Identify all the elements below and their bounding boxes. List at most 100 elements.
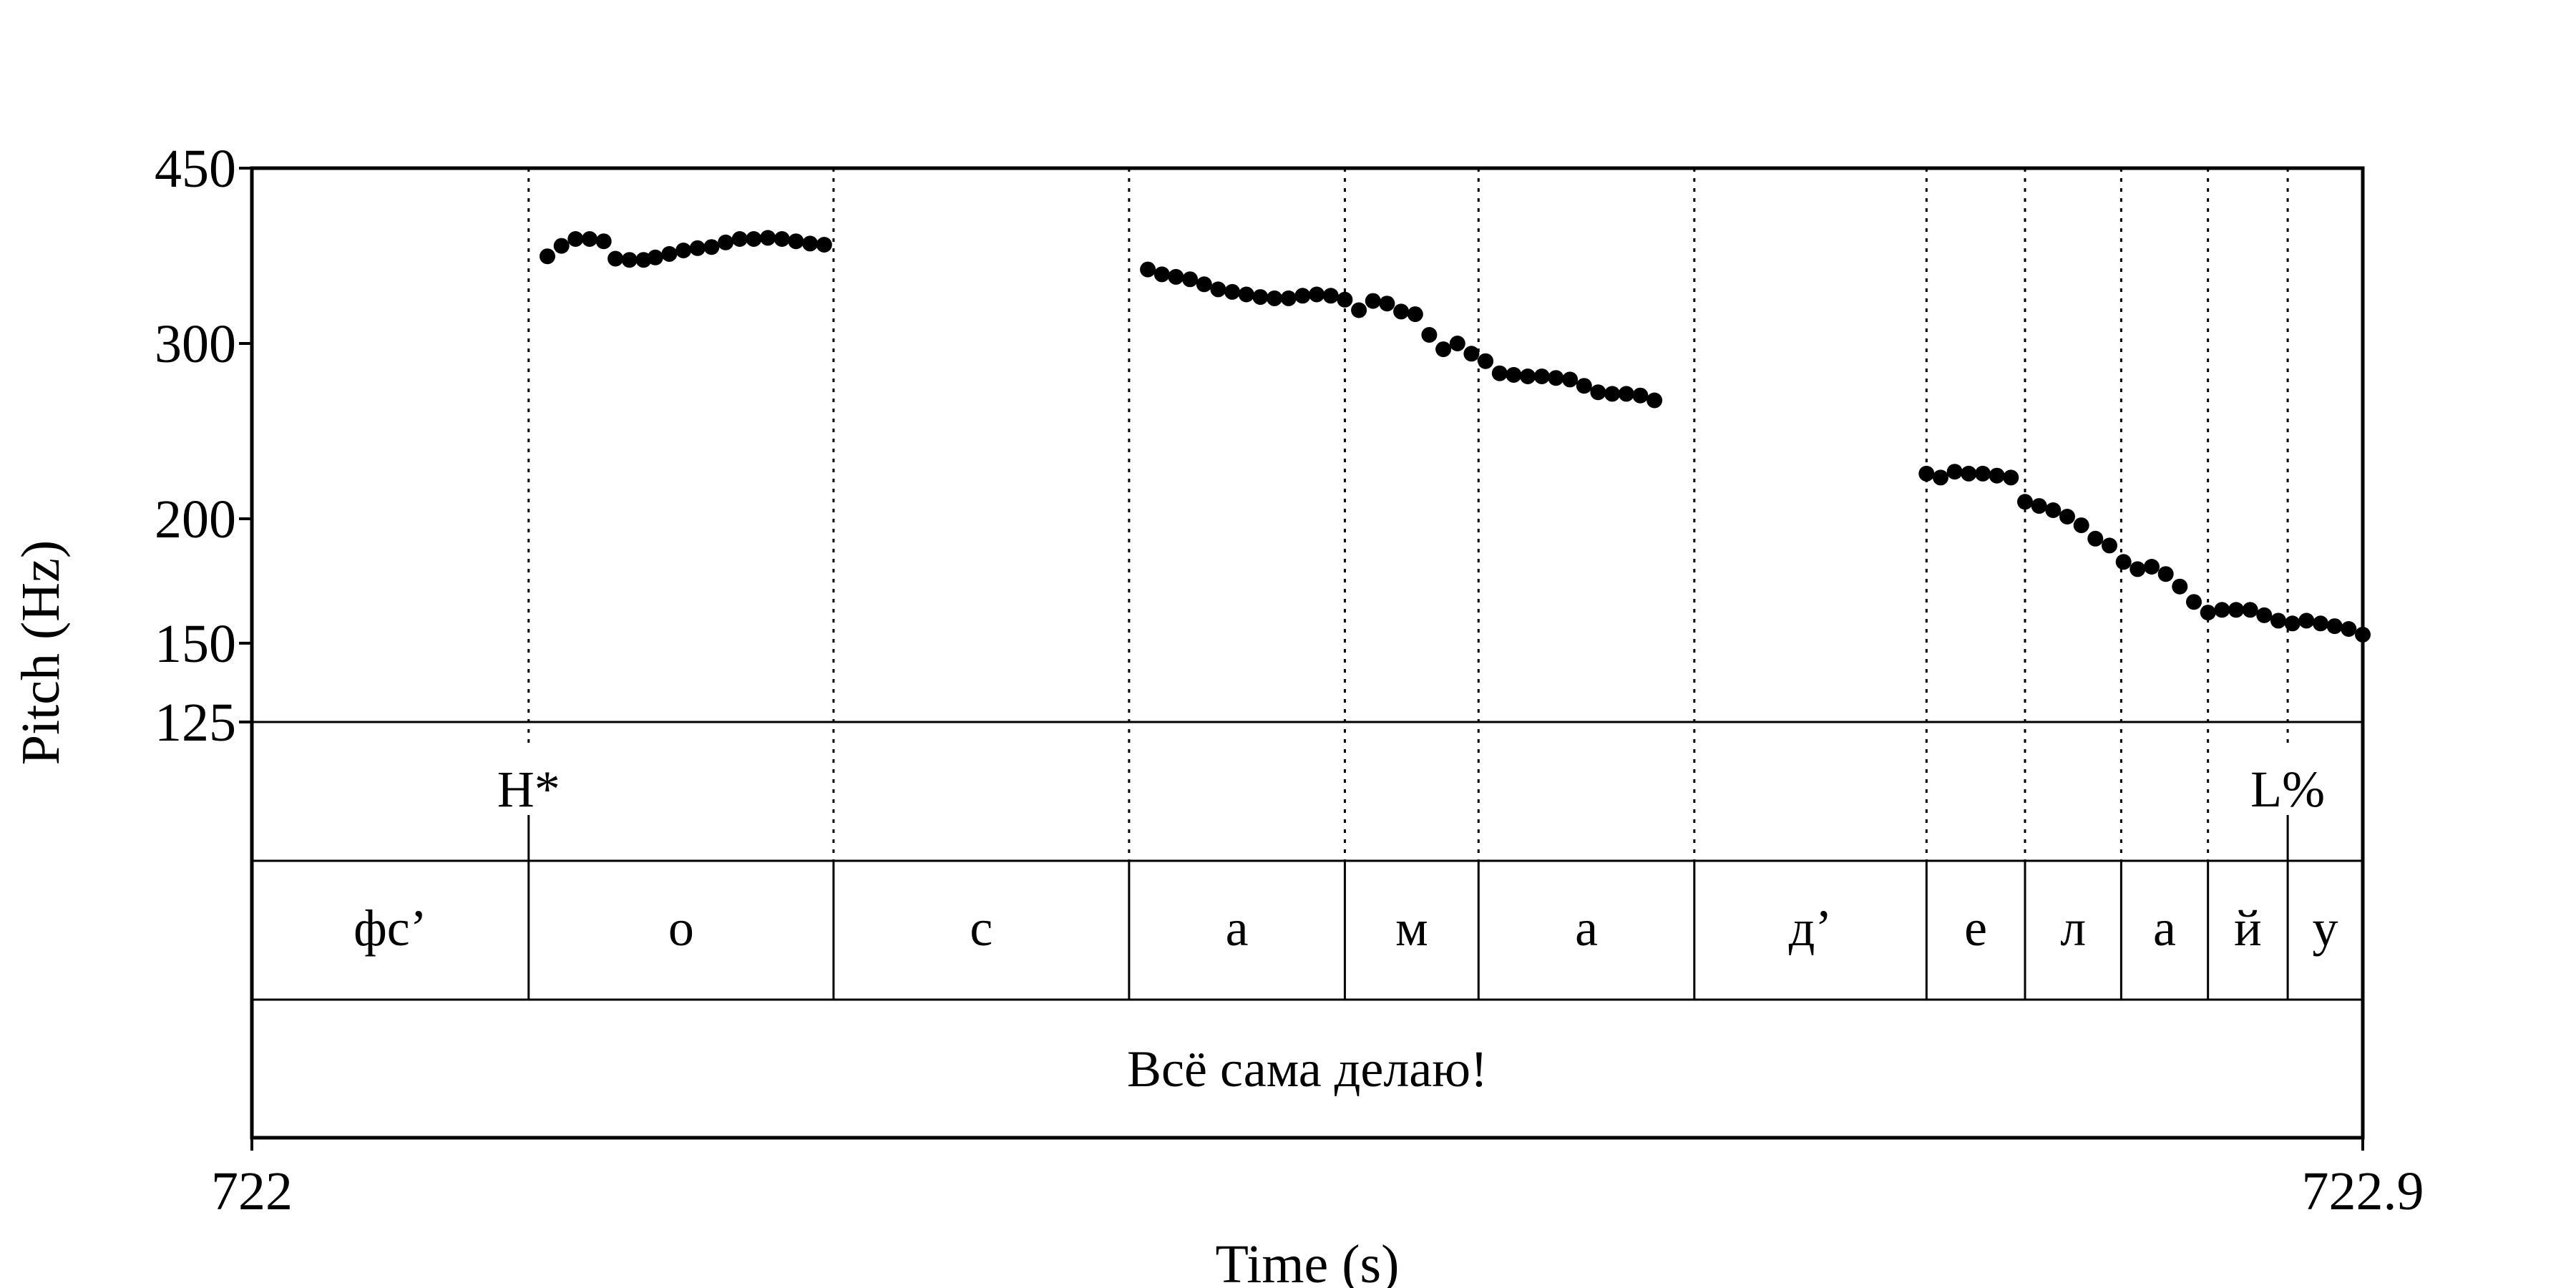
segment-label: о [668,899,694,957]
pitch-point [2200,605,2216,621]
pitch-point [1562,371,1579,388]
pitch-point [2073,517,2089,534]
pitch-point [1337,291,1353,308]
segment-label: й [2234,899,2262,957]
pitch-point [816,237,832,253]
pitch-point [553,238,570,254]
pitch-point [774,231,790,247]
segment-label: л [2060,899,2086,957]
pitch-point [1604,386,1621,402]
pitch-point [1463,346,1480,362]
pitch-point [1294,288,1311,304]
segment-boundary-lines [527,815,2289,1000]
pitch-point [2214,602,2230,618]
pitch-point [1140,261,1156,278]
pitch-point [1491,365,1508,381]
pitch-point [675,243,692,258]
interval-boundary-lines [527,168,2289,861]
pitch-point [2129,561,2146,577]
pitch-point [1153,266,1170,283]
pitch-point [788,233,804,250]
pitch-point [1933,469,1948,486]
pitch-point [2186,594,2202,610]
pitch-point [1224,283,1241,300]
pitch-point [1646,392,1663,409]
pitch-point [582,231,597,247]
pitch-point [1590,384,1606,401]
pitch-point [1280,290,1297,306]
pitch-point [1196,276,1212,293]
x-tick-label: 722.9 [2302,1161,2424,1221]
pitch-point [731,231,748,247]
pitch-point [1168,268,1184,285]
pitch-point [2228,602,2244,618]
y-axis-ticks: 125 150 200 300 450 [155,139,252,753]
pitch-point [2341,621,2357,637]
pitch-point [1407,306,1423,323]
pitch-point [608,250,624,267]
pitch-point [2270,613,2286,629]
pitch-point [635,252,652,268]
x-axis-ticks: 722 722.9 [211,1138,2424,1221]
pitch-point [2115,554,2132,570]
pitch-point [1379,296,1395,312]
pitch-point [1632,387,1649,404]
segment-label: д’ [1789,899,1833,957]
segment-label: с [970,899,992,957]
pitch-point [540,248,555,265]
x-axis-label: Time (s) [1216,1234,1400,1288]
pitch-point [1975,465,1991,482]
pitch-point [1435,341,1452,358]
pitch-point [1421,327,1438,343]
pitch-point [2256,607,2273,623]
pitch-point [1520,369,1536,384]
pitch-point [2298,613,2315,629]
segment-label: а [1575,899,1598,957]
pitch-points [540,230,2371,643]
pitch-point [2087,530,2104,547]
pitch-point [1351,302,1367,318]
pitch-point [567,231,584,247]
pitch-point [1918,465,1935,482]
segment-label: м [1395,899,1428,957]
pitch-point [1393,303,1410,320]
pitch-point [1449,336,1465,351]
pitch-point [1252,289,1269,306]
pitch-point [1238,286,1254,303]
pitch-point [2017,494,2033,510]
pitch-point [1989,467,2005,484]
tone-label: L% [2250,761,2325,818]
pitch-point [1548,370,1564,386]
pitch-point [2059,509,2075,525]
pitch-point [1210,281,1226,298]
pitch-point [2172,578,2188,595]
pitch-point [595,233,612,250]
pitch-point [621,252,638,268]
pitch-point [1365,293,1381,309]
pitch-point [1533,369,1550,384]
segment-label: а [2153,899,2176,957]
tone-label: H* [497,761,560,818]
x-tick-label: 722 [211,1161,293,1221]
segment-tier-labels: фс’ о с а м а д’ е л а й у [353,899,2338,957]
pitch-point [2242,602,2258,618]
y-tick-label: 300 [155,314,236,374]
pitch-point [2102,537,2117,554]
pitch-point [760,230,776,246]
pitch-point [718,234,734,250]
pitch-point [802,235,819,252]
y-axis-label: Pitch (Hz) [11,540,71,765]
pitch-point [661,245,678,262]
pitch-point [1478,353,1494,369]
pitch-point [1267,290,1283,306]
pitch-point [2003,469,2019,486]
y-tick-label: 200 [155,489,236,550]
pitch-plot-frame [250,166,2365,1140]
pitch-point [2031,498,2047,514]
segment-label: фс’ [353,899,427,957]
pitch-point [1946,464,1963,480]
pitch-point [1182,271,1199,288]
segment-label: у [2313,899,2338,957]
pitch-point [647,249,663,265]
